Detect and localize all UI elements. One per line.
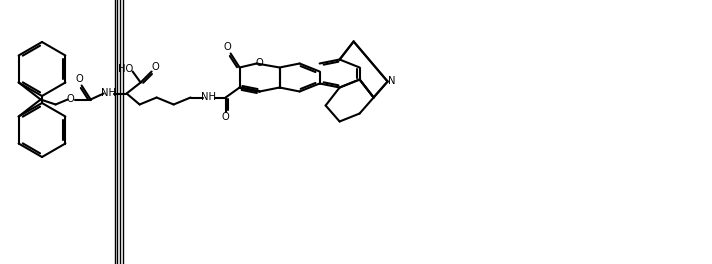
Text: O: O (75, 74, 83, 84)
Text: HO: HO (118, 64, 133, 73)
Text: O: O (67, 95, 75, 105)
Text: O: O (224, 43, 231, 53)
Text: NH: NH (101, 88, 116, 98)
Text: NH: NH (201, 92, 216, 102)
Text: N: N (388, 77, 395, 87)
Text: O: O (221, 112, 229, 122)
Text: O: O (256, 59, 263, 68)
Text: O: O (152, 63, 159, 73)
